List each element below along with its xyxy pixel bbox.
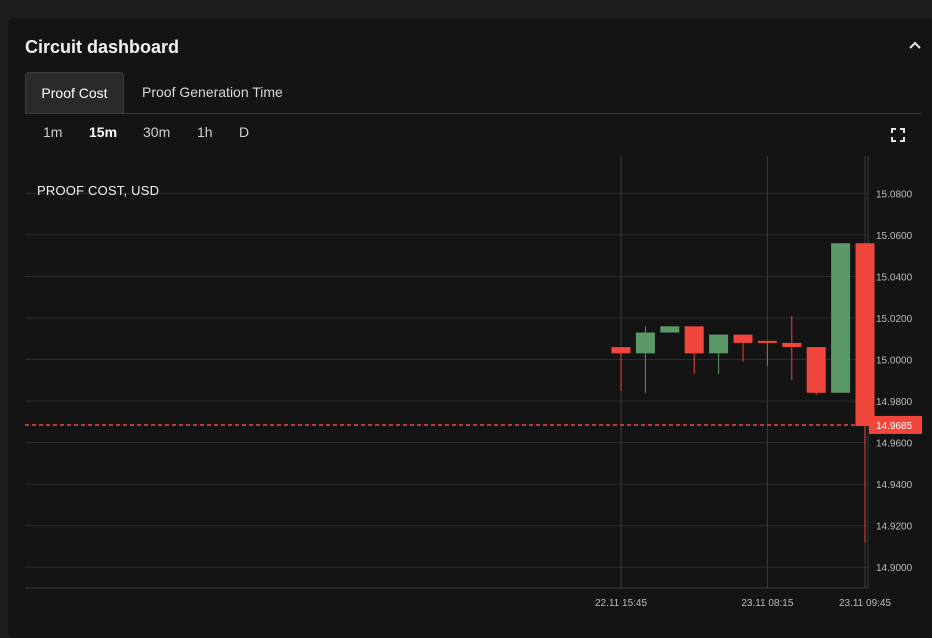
last-price-badge — [869, 415, 922, 434]
candle-body — [635, 332, 655, 354]
panel-title: Circuit dashboard — [25, 37, 180, 57]
candle-body — [855, 243, 875, 426]
y-tick-label: 14.9400 — [876, 480, 913, 491]
x-tick-label: 22.11 15:45 — [595, 598, 648, 609]
chevron-up-icon[interactable] — [908, 38, 922, 52]
chart-title: PROOF COST, USD — [37, 183, 160, 198]
chart-tabs: Proof Cost Proof Generation Time — [25, 72, 922, 114]
fullscreen-icon[interactable] — [891, 128, 905, 142]
interval-d[interactable]: D — [239, 124, 250, 140]
candle-body — [831, 243, 851, 393]
y-tick-label: 15.0000 — [876, 356, 913, 367]
candle-body — [782, 342, 802, 348]
interval-1m[interactable]: 1m — [43, 124, 63, 140]
x-tick-label: 23.11 08:15 — [741, 598, 794, 609]
candle-body — [733, 334, 753, 343]
tab-proof-generation-time[interactable]: Proof Generation Time — [142, 84, 283, 100]
interval-1h[interactable]: 1h — [197, 124, 213, 140]
y-tick-label: 14.9000 — [876, 563, 913, 574]
y-tick-label: 15.0200 — [876, 314, 913, 325]
y-tick-label: 14.9800 — [876, 397, 913, 408]
tab-proof-cost[interactable]: Proof Cost — [25, 72, 124, 113]
last-price-label: 14.9685 — [876, 421, 913, 432]
y-tick-label: 14.9200 — [876, 522, 913, 533]
y-tick-label: 15.0600 — [876, 231, 913, 242]
y-tick-label: 15.0800 — [876, 189, 913, 200]
candle-body — [806, 347, 826, 393]
interval-30m[interactable]: 30m — [143, 124, 171, 140]
candle-body — [660, 326, 680, 333]
candle-body — [757, 340, 777, 343]
circuit-dashboard-panel: Circuit dashboard Proof Cost Proof Gener… — [8, 18, 932, 638]
y-tick-label: 15.0400 — [876, 272, 913, 283]
candle-body — [684, 326, 704, 354]
candle-body — [709, 334, 729, 354]
candle-body — [611, 347, 631, 354]
interval-15m[interactable]: 15m — [89, 124, 118, 140]
proof-cost-chart[interactable]: 15.0800 15.0600 15.0400 15.0200 15.0000 14.98… — [25, 156, 922, 626]
y-tick-label: 14.9600 — [876, 439, 913, 450]
x-tick-label: 23.11 09:45 — [839, 598, 892, 609]
